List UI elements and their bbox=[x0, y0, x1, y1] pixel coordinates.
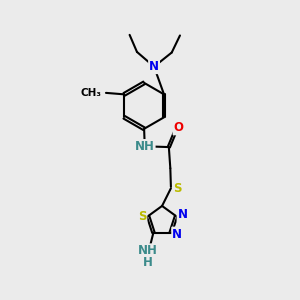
Text: N: N bbox=[178, 208, 188, 221]
Text: O: O bbox=[174, 122, 184, 134]
Text: CH₃: CH₃ bbox=[80, 88, 101, 98]
Text: N: N bbox=[149, 60, 159, 73]
Text: NH: NH bbox=[135, 140, 155, 153]
Text: S: S bbox=[173, 182, 182, 195]
Text: H: H bbox=[143, 256, 153, 268]
Text: N: N bbox=[172, 227, 182, 241]
Text: NH: NH bbox=[138, 244, 158, 257]
Text: S: S bbox=[138, 210, 146, 223]
